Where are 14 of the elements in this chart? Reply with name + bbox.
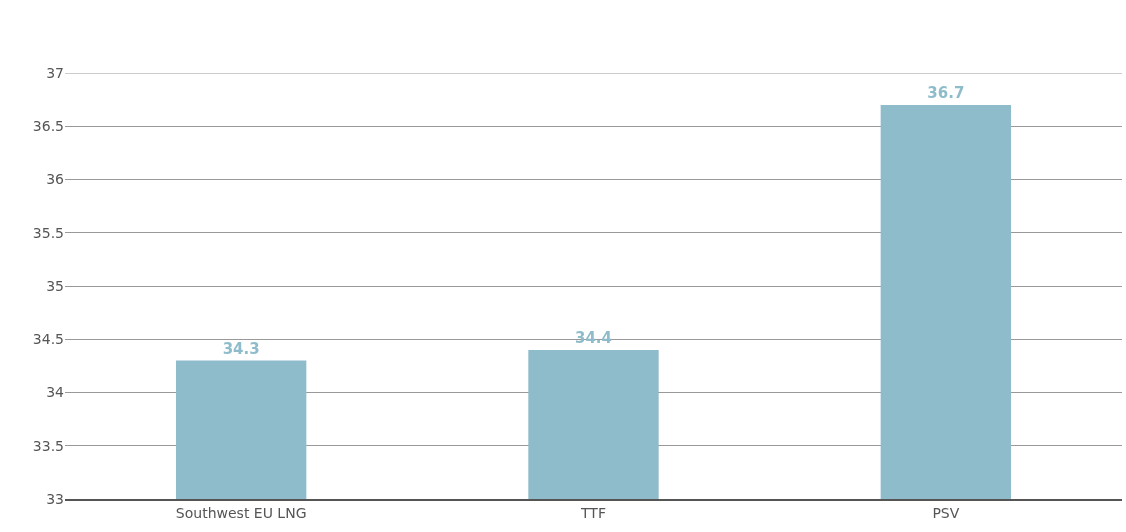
x-tick-label: PSV <box>932 504 960 521</box>
y-tick-label: 37 <box>46 64 64 81</box>
y-tick-label: 36.5 <box>32 118 64 135</box>
y-tick-label: 34.5 <box>32 331 64 348</box>
y-tick-label: 35.5 <box>32 224 64 241</box>
y-tick-label: 35 <box>46 277 64 294</box>
y-tick-label: 33 <box>46 490 64 507</box>
x-tick-label: TTF <box>580 504 606 521</box>
x-tick-label: Southwest EU LNG <box>175 504 307 521</box>
y-tick-label: 33.5 <box>32 437 64 454</box>
y-tick-label: 36 <box>46 171 65 188</box>
data-label: 34.3 <box>222 339 260 358</box>
y-tick-label: 34 <box>46 384 65 401</box>
data-label: 36.7 <box>927 83 965 102</box>
